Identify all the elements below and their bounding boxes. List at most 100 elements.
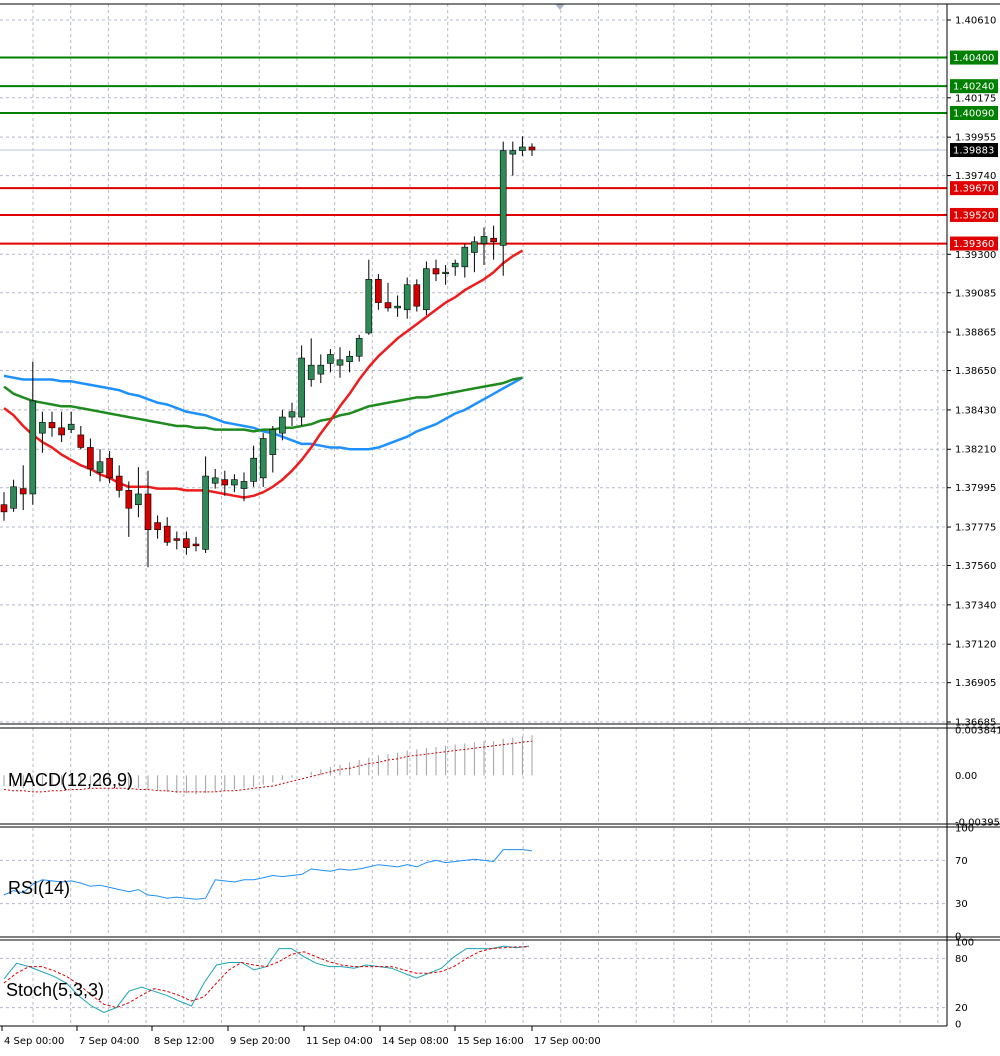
bull-candle — [39, 422, 46, 434]
bear-candle — [192, 543, 200, 547]
bull-candle — [451, 262, 459, 268]
macd-tick-label: -0.003954 — [955, 818, 1000, 829]
y-tick-label: 1.39085 — [955, 288, 996, 299]
x-tick-label: 4 Sep 00:00 — [4, 1036, 64, 1047]
bull-candle — [327, 354, 334, 364]
support-tag-label: 1.39670 — [953, 184, 994, 195]
current-price-tag-label: 1.39883 — [953, 146, 994, 157]
bull-candle — [135, 493, 142, 505]
bull-candle — [67, 423, 75, 430]
y-tick-label: 1.40610 — [955, 16, 996, 27]
time-axis: 4 Sep 00:00 7 Sep 04:00 8 Sep 12:00 9 Sep 2… — [1, 1026, 601, 1047]
bull-candle — [519, 146, 526, 151]
rsi-line — [3, 849, 533, 900]
ma-slow-line — [3, 374, 524, 451]
bull-candle — [394, 305, 401, 309]
bear-candle — [432, 268, 440, 275]
y-tick-label: 1.38650 — [955, 366, 996, 377]
bear-candle — [125, 490, 133, 509]
rsi-label: RSI(14) — [8, 878, 70, 898]
y-tick-label: 1.39740 — [955, 171, 996, 182]
rsi-tick-label: 70 — [955, 856, 968, 867]
bull-candle — [10, 486, 17, 509]
bull-candle — [211, 477, 219, 484]
y-tick-label: 1.38865 — [955, 328, 996, 339]
resistance-tag-label: 1.40090 — [953, 109, 994, 120]
y-tick-label: 1.37995 — [955, 483, 996, 494]
bear-candle — [384, 302, 392, 309]
price-panel[interactable] — [0, 4, 947, 724]
bull-candle — [403, 284, 411, 311]
macd-tick-label: 0.00 — [955, 771, 977, 782]
x-tick-label: 15 Sep 16:00 — [457, 1036, 524, 1047]
x-tick-label: 9 Sep 20:00 — [230, 1036, 290, 1047]
bear-candle — [173, 538, 181, 541]
bull-candle — [96, 461, 104, 473]
support-tag-label: 1.39520 — [953, 210, 994, 221]
bear-candle — [528, 146, 536, 151]
price-axis: 1.40610 1.40175 1.39955 1.39740 1.39300 1.390… — [947, 16, 996, 729]
bull-candle — [442, 271, 449, 274]
macd-label: MACD(12,26,9) — [8, 770, 133, 790]
current-price-tag — [950, 143, 998, 158]
bull-candle — [240, 481, 248, 489]
resistance-tag-label: 1.40400 — [953, 53, 994, 64]
bull-candle — [480, 236, 488, 244]
resistance-tag — [950, 79, 998, 94]
rsi-tick-label: 30 — [955, 899, 968, 910]
stoch-tick-label: 20 — [955, 1003, 968, 1014]
bull-candle — [29, 400, 37, 495]
y-tick-label: 1.37120 — [955, 640, 996, 651]
bear-candle — [221, 479, 229, 486]
bear-candle — [48, 422, 56, 429]
bear-candle — [413, 284, 421, 307]
bear-candle — [163, 525, 171, 543]
macd-panel[interactable]: 0.003841 0.00 -0.003954 — [3, 726, 1000, 829]
macd-signal-line — [3, 740, 533, 793]
bull-candle — [499, 150, 507, 246]
level-price-tags: 1.40400 1.40240 1.40090 1.39670 1.39520 1.393… — [950, 50, 998, 251]
panel-frames — [0, 3, 1000, 1027]
bull-candle — [509, 150, 517, 155]
x-tick-label: 8 Sep 12:00 — [154, 1036, 214, 1047]
stoch-signal-line — [3, 946, 529, 1009]
support-tag — [950, 207, 998, 222]
bull-candle — [317, 364, 325, 375]
support-tag-label: 1.39360 — [953, 239, 994, 250]
stoch-label: Stoch(5,3,3) — [6, 980, 104, 1000]
y-tick-label: 1.39300 — [955, 250, 996, 261]
bull-candle — [250, 457, 257, 482]
bull-candle — [288, 411, 296, 418]
bull-candle — [336, 359, 344, 366]
x-tick-label: 11 Sep 04:00 — [306, 1036, 373, 1047]
bull-candle — [269, 429, 277, 455]
bull-candle — [423, 268, 430, 311]
y-tick-label: 1.37775 — [955, 523, 996, 534]
stoch-tick-label: 100 — [955, 938, 974, 949]
bear-candle — [58, 427, 65, 436]
x-tick-label: 14 Sep 08:00 — [382, 1036, 449, 1047]
y-tick-label: 1.36905 — [955, 678, 996, 689]
bull-candle — [461, 246, 469, 268]
y-tick-label: 1.36685 — [955, 718, 996, 729]
bull-candle — [279, 416, 286, 434]
bull-candle — [355, 338, 363, 357]
bear-candle — [77, 434, 85, 448]
y-tick-label: 1.38430 — [955, 405, 996, 416]
bull-candle — [298, 357, 305, 418]
y-tick-label: 1.40175 — [955, 93, 996, 104]
bear-candle — [490, 237, 497, 243]
bull-candle — [346, 355, 353, 362]
y-tick-label: 1.38210 — [955, 445, 996, 456]
bull-candle — [231, 479, 238, 486]
horizontal-levels — [0, 56, 947, 245]
candlesticks — [0, 136, 536, 568]
bear-candle — [115, 475, 123, 491]
macd-tick-label: 0.003841 — [955, 726, 1000, 737]
stoch-tick-label: 0 — [955, 1020, 961, 1031]
bull-candle — [307, 364, 315, 380]
stoch-panel[interactable]: 100 80 20 0 — [0, 938, 974, 1031]
scroll-marker-icon[interactable] — [555, 4, 565, 10]
